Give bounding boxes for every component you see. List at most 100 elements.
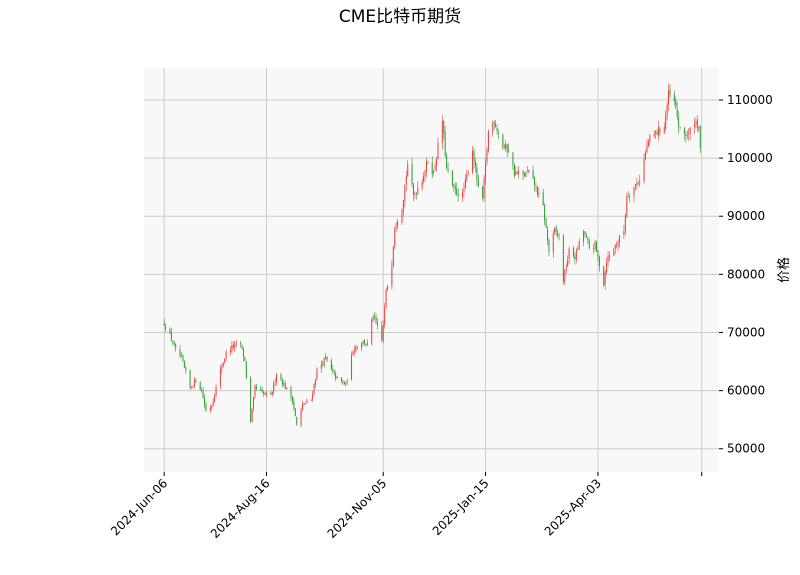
candle-down xyxy=(536,186,538,195)
candle-up xyxy=(372,316,374,321)
candle-up xyxy=(578,241,580,250)
candle-up xyxy=(613,249,615,256)
candle-up xyxy=(235,343,237,345)
candle-down xyxy=(281,379,283,385)
candle-up xyxy=(616,244,618,246)
candle-down xyxy=(411,163,413,185)
candle-down xyxy=(679,126,681,128)
candle-down xyxy=(526,171,528,173)
candle-down xyxy=(263,392,265,394)
candle-up xyxy=(567,259,569,268)
candle-down xyxy=(245,361,247,378)
candle-down xyxy=(683,128,685,134)
candle-up xyxy=(325,357,327,360)
candle-down xyxy=(427,162,429,164)
candle-down xyxy=(261,390,263,392)
candle-up xyxy=(565,267,567,270)
candle-up xyxy=(528,170,530,173)
candle-up xyxy=(466,174,468,180)
candle-down xyxy=(189,370,191,388)
candle-up xyxy=(222,362,224,367)
candle-up xyxy=(212,401,214,407)
candle-down xyxy=(453,184,455,187)
candle-down xyxy=(476,167,478,182)
candle-up xyxy=(401,210,403,223)
candle-up xyxy=(486,149,488,162)
candle-down xyxy=(474,161,476,167)
candle-up xyxy=(614,244,616,249)
candle-up xyxy=(624,215,626,232)
candle-down xyxy=(443,120,445,134)
candle-up xyxy=(518,171,520,175)
candle-up xyxy=(219,368,221,387)
candle-up xyxy=(483,178,485,199)
candle-down xyxy=(179,349,181,357)
candle-up xyxy=(384,307,386,325)
candle-down xyxy=(534,177,536,186)
candle-up xyxy=(215,386,217,397)
candle-up xyxy=(313,384,315,394)
candle-up xyxy=(525,172,527,177)
candle-up xyxy=(552,233,554,253)
candle-up xyxy=(265,392,267,395)
candle-up xyxy=(505,144,507,148)
candle-up xyxy=(644,152,647,160)
candle-up xyxy=(362,340,364,344)
candle-up xyxy=(464,179,466,189)
candle-down xyxy=(495,123,497,127)
candle-down xyxy=(332,368,334,371)
candle-down xyxy=(333,371,335,373)
candle-down xyxy=(587,237,589,242)
candle-up xyxy=(583,231,585,242)
candle-up xyxy=(515,171,517,175)
candle-up xyxy=(231,344,233,351)
candle-up xyxy=(276,374,278,382)
candle-up xyxy=(695,121,697,124)
candle-up xyxy=(649,135,651,142)
candle-down xyxy=(165,326,167,330)
candle-down xyxy=(588,241,590,249)
candle-up xyxy=(385,289,387,308)
candle-up xyxy=(436,158,438,166)
candle-up xyxy=(366,342,368,345)
candle-down xyxy=(431,162,433,174)
y-tick-label: 80000 xyxy=(727,267,765,281)
candle-down xyxy=(342,380,344,383)
candle-up xyxy=(394,227,396,247)
candle-up xyxy=(643,158,645,181)
candle-down xyxy=(280,374,282,380)
candle-up xyxy=(663,127,665,134)
candle-up xyxy=(636,182,638,185)
candle-up xyxy=(423,176,425,181)
candle-up xyxy=(653,134,655,136)
candle-down xyxy=(365,343,367,345)
candle-down xyxy=(374,316,376,318)
candle-down xyxy=(482,186,484,199)
candle-up xyxy=(634,184,636,187)
candle-up xyxy=(336,377,338,378)
candle-up xyxy=(211,406,213,408)
candle-down xyxy=(637,182,639,184)
candle-down xyxy=(199,382,201,390)
candle-up xyxy=(633,187,635,197)
candle-down xyxy=(498,132,500,134)
candle-down xyxy=(363,340,365,344)
candle-down xyxy=(260,388,262,391)
candle-down xyxy=(330,360,332,370)
chart-title: CME比特币期货 xyxy=(338,7,462,27)
candle-up xyxy=(352,352,354,355)
candles xyxy=(163,83,701,428)
candle-down xyxy=(673,94,675,102)
plot-area xyxy=(144,68,719,472)
candle-down xyxy=(496,127,498,132)
x-tick-label: 2025-Apr-03 xyxy=(542,476,604,538)
candle-up xyxy=(619,235,621,242)
candle-down xyxy=(473,150,475,162)
candle-down xyxy=(170,332,172,341)
candle-up xyxy=(286,387,288,389)
candle-down xyxy=(656,132,658,135)
candle-down xyxy=(544,205,546,221)
candle-up xyxy=(254,385,256,397)
candle-down xyxy=(572,247,574,257)
candle-up xyxy=(666,104,668,116)
